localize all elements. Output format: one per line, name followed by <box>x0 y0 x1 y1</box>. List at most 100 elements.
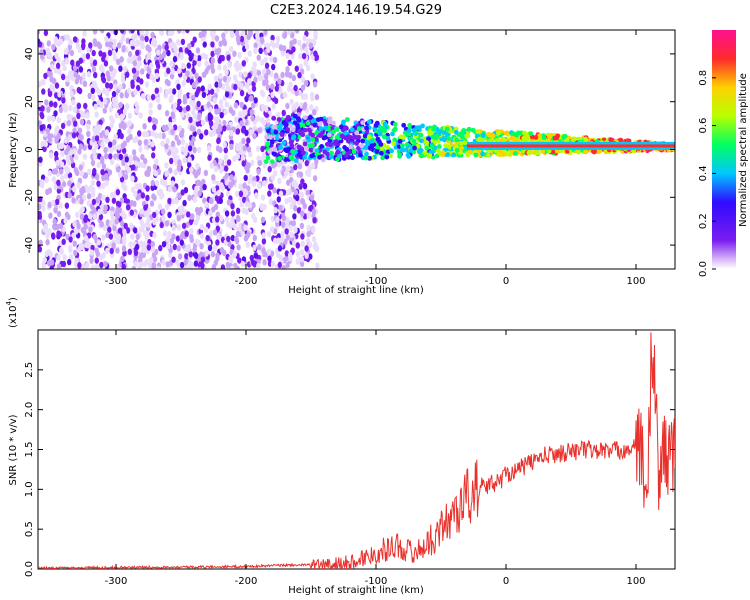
spectrogram-noise-dot <box>199 243 204 250</box>
spectrogram-noise-dot <box>83 216 88 223</box>
spectrogram-noise-dot <box>285 66 290 73</box>
spectrogram-noise-dot <box>251 85 257 92</box>
spectrogram-noise-dot <box>149 62 154 69</box>
spectrogram-noise-dot <box>139 252 145 259</box>
spectrogram-signal-dot <box>401 147 406 153</box>
spectrogram-noise-dot <box>110 71 115 78</box>
spectrogram-signal-dot <box>292 120 298 126</box>
spectrogram-noise-dot <box>38 81 42 88</box>
spectrogram-noise-dot <box>56 210 62 218</box>
spectrogram-noise-dot <box>161 259 166 266</box>
spectrogram-signal-dot <box>426 136 431 142</box>
spectrogram-noise-dot <box>291 220 296 227</box>
spectrogram-noise-dot <box>312 217 317 224</box>
spectrogram-signal-dot <box>429 144 435 150</box>
spectrogram-noise-dot <box>230 244 235 251</box>
spectrogram-noise-dot <box>196 100 201 108</box>
spectrogram-signal-dot <box>402 130 408 136</box>
spectrogram-noise-dot <box>164 220 170 227</box>
spectrogram-noise-dot <box>47 90 53 98</box>
spectrogram-noise-dot <box>176 83 181 91</box>
spectrogram-noise-dot <box>238 71 243 78</box>
spectrogram-signal-dot <box>290 156 295 162</box>
spectrogram-noise-dot <box>284 197 289 205</box>
spectrogram-noise-dot <box>270 83 275 90</box>
spectrogram-signal-dot <box>488 138 493 144</box>
spectrogram-noise-dot <box>58 106 64 114</box>
spectrogram-noise-dot <box>80 206 85 213</box>
spectrogram-noise-dot <box>222 141 227 148</box>
spectrogram-noise-dot <box>81 42 86 49</box>
spectrogram-noise-dot <box>46 106 51 113</box>
spectrogram-noise-dot <box>81 53 86 60</box>
spectrogram-noise-dot <box>199 233 205 240</box>
spectrogram-noise-dot <box>71 197 76 204</box>
spectrogram-noise-dot <box>128 154 133 162</box>
spectrogram-noise-dot <box>189 262 194 269</box>
spectrogram-signal-dot <box>373 123 379 128</box>
spectrogram-noise-dot <box>131 164 136 171</box>
spectrogram-noise-dot <box>89 249 95 256</box>
spectrogram-noise-dot <box>62 254 67 261</box>
spectrogram-noise-dot <box>298 53 303 60</box>
spectrogram-noise-dot <box>216 47 222 54</box>
spectrogram-noise-dot <box>166 80 171 87</box>
spectrogram-noise-dot <box>92 167 97 175</box>
snr-y-label: SNR (10 * v/v) <box>8 414 19 485</box>
spectrogram-noise-dot <box>71 132 77 139</box>
y-tick-label: 2.5 <box>24 362 35 378</box>
spectrogram-noise-dot <box>149 256 154 263</box>
spectrogram-signal-dot <box>318 116 324 122</box>
spectrogram-signal-dot <box>327 116 333 121</box>
spectrogram-noise-dot <box>200 85 205 92</box>
spectrogram-noise-dot <box>152 211 157 219</box>
spectrogram-noise-dot <box>159 193 164 200</box>
spectrogram-noise-dot <box>176 165 182 172</box>
spectrogram-noise-dot <box>277 261 282 269</box>
spectrogram-noise-dot <box>234 236 239 243</box>
spectrogram-noise-dot <box>76 223 81 230</box>
spectrogram-noise-dot <box>167 197 172 205</box>
spectrogram-noise-dot <box>186 211 191 218</box>
spectrogram-noise-dot <box>289 202 294 210</box>
spectrogram-noise-dot <box>233 102 239 109</box>
spectrogram-noise-dot <box>244 189 249 196</box>
spectrogram-noise-dot <box>146 94 151 101</box>
spectrogram-signal-dot <box>349 127 355 133</box>
spectrogram-noise-dot <box>235 128 241 135</box>
spectrogram-noise-dot <box>155 49 161 56</box>
spectrogram-noise-dot <box>237 52 242 59</box>
spectrogram-signal-dot <box>271 124 277 130</box>
spectrogram-noise-dot <box>232 250 238 257</box>
spectrogram-noise-dot <box>65 34 71 41</box>
spectrogram-signal-dot <box>331 129 336 135</box>
spectrogram-noise-dot <box>121 82 126 90</box>
spectrogram-noise-dot <box>265 84 270 91</box>
spectrogram-noise-dot <box>92 38 98 45</box>
spectrogram-noise-dot <box>133 88 138 96</box>
spectrogram-noise-dot <box>288 251 293 259</box>
spectrogram-noise-dot <box>118 171 123 178</box>
spectrogram-noise-dot <box>171 224 176 232</box>
spectrogram-noise-dot <box>145 232 150 239</box>
spectrogram-noise-dot <box>164 143 169 150</box>
spectrogram-noise-dot <box>178 47 184 54</box>
spectrogram-signal-dot <box>317 154 322 160</box>
spectrogram-noise-dot <box>271 42 277 49</box>
spectrogram-noise-dot <box>248 30 254 36</box>
spectrogram-noise-dot <box>102 107 108 114</box>
spectrogram-noise-dot <box>145 194 150 202</box>
spectrogram-signal-dot <box>296 117 302 123</box>
spectrogram-noise-dot <box>242 196 247 203</box>
spectrogram-noise-dot <box>154 132 159 139</box>
spectrogram-noise-dot <box>212 229 218 236</box>
spectrogram-signal-dot <box>418 147 424 153</box>
x-tick-label: -200 <box>235 276 258 287</box>
spectrogram-noise-dot <box>292 38 297 45</box>
spectrogram-noise-dot <box>222 75 228 83</box>
spectrogram-signal-dot <box>547 134 552 140</box>
spectrogram-noise-dot <box>61 260 67 268</box>
spectrogram-noise-dot <box>63 106 69 113</box>
spectrogram-noise-dot <box>158 86 163 94</box>
spectrogram-signal-dot <box>279 132 285 137</box>
